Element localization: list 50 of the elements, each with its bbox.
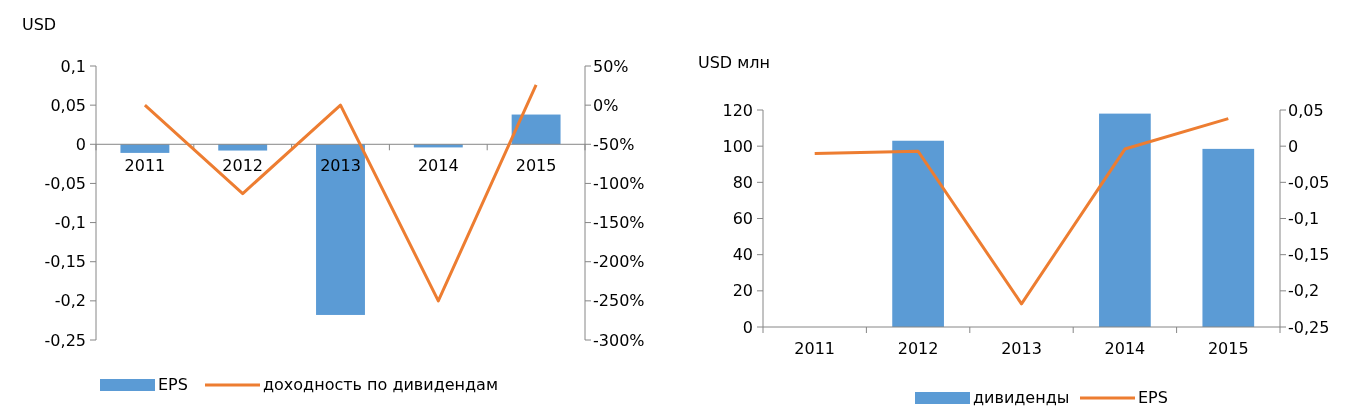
y2-tick-label: 0,05 <box>1288 100 1324 120</box>
y2-tick-label: -0,1 <box>1288 209 1320 229</box>
y-tick-label: 120 <box>722 100 753 120</box>
x-tick-label: 2012 <box>222 156 264 176</box>
bar <box>892 140 944 327</box>
y2-tick-label: -100% <box>593 174 645 194</box>
x-tick-label: 2014 <box>1104 339 1146 358</box>
x-tick-label: 2013 <box>1001 339 1042 358</box>
y-tick-label: -0,2 <box>54 291 86 311</box>
y-tick-label: 0,05 <box>50 95 86 115</box>
bar <box>1202 148 1255 327</box>
bar <box>1099 113 1151 327</box>
y-tick-label: 20 <box>732 281 753 301</box>
y-tick-label: 60 <box>732 209 753 229</box>
y-tick-label: 40 <box>732 245 753 265</box>
line-series <box>813 117 1230 306</box>
x-tick-label: 2014 <box>417 156 459 176</box>
y2-tick-label: -0,25 <box>1288 317 1330 337</box>
y-tick-label: 80 <box>732 172 753 192</box>
y-axis-title: USD <box>22 15 57 34</box>
legend-label: EPS <box>158 375 188 394</box>
y2-tick-label: -250% <box>593 291 645 311</box>
y2-tick-label: 0% <box>593 95 619 115</box>
y2-tick-label: -50% <box>593 134 635 154</box>
legend-label: доходность по дивидендам <box>263 375 498 394</box>
y2-tick-label: 0 <box>1288 136 1299 156</box>
x-tick-label: 2012 <box>897 339 939 358</box>
x-tick-label: 2015 <box>1207 339 1249 358</box>
y-axis-title: USD млн <box>698 53 771 72</box>
y-tick-label: -0,25 <box>44 330 86 350</box>
x-tick-label: 2015 <box>515 156 557 176</box>
y2-tick-label: -150% <box>593 213 645 233</box>
y-tick-label: 100 <box>722 136 753 156</box>
x-tick-label: 2011 <box>794 339 836 358</box>
y-tick-label: -0,15 <box>44 252 86 272</box>
y-tick-label: 0 <box>75 134 86 154</box>
y2-tick-label: -200% <box>593 252 645 272</box>
y2-tick-label: -0,05 <box>1288 172 1330 192</box>
y2-tick-label: -0,15 <box>1288 245 1330 265</box>
y2-tick-label: 50% <box>593 56 629 76</box>
x-tick-label: 2013 <box>320 156 361 176</box>
legend-label: дивиденды <box>973 388 1070 407</box>
y-tick-label: -0,1 <box>54 213 86 233</box>
y2-tick-label: -300% <box>593 330 645 350</box>
y2-tick-label: -0,2 <box>1288 281 1320 301</box>
y-tick-label: 0,1 <box>60 56 86 76</box>
y-tick-label: -0,05 <box>44 174 86 194</box>
x-tick-label: 2011 <box>124 156 166 176</box>
y-tick-label: 0 <box>742 317 753 337</box>
legend-label: EPS <box>1138 388 1168 407</box>
